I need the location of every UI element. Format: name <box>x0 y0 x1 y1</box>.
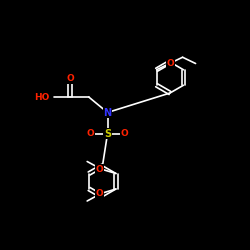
Text: O: O <box>166 58 174 68</box>
Text: O: O <box>96 189 104 198</box>
Text: O: O <box>87 129 94 138</box>
Text: HO: HO <box>34 92 50 102</box>
Text: O: O <box>120 129 128 138</box>
Text: O: O <box>96 164 104 173</box>
Text: N: N <box>104 108 112 118</box>
Text: O: O <box>66 74 74 83</box>
Text: S: S <box>104 129 111 139</box>
